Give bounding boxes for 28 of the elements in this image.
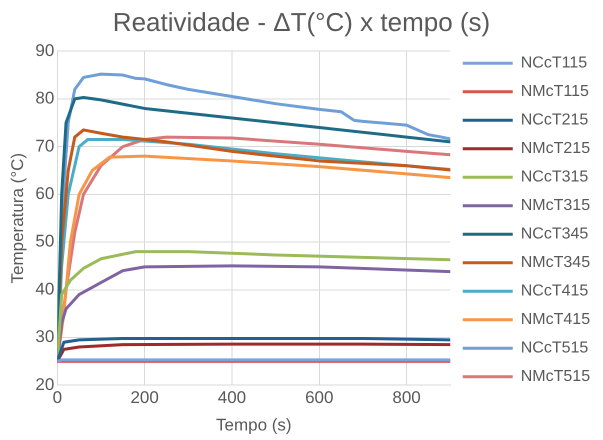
chart-title: Reatividade - ΔT(°C) x tempo (s)	[112, 6, 490, 37]
x-tick-label: 200	[130, 388, 159, 408]
legend-label: NMcT345	[520, 254, 590, 272]
y-tick-label: 50	[35, 232, 54, 251]
legend-label: NCcT345	[520, 226, 588, 243]
y-tick-label: 80	[35, 88, 54, 108]
legend-label: NMcT215	[520, 140, 590, 158]
legend-label: NCcT415	[520, 282, 588, 300]
legend-label: NCcT115	[520, 54, 588, 72]
legend-label: NCcT515	[520, 340, 588, 357]
legend-label: NCcT315	[520, 168, 588, 186]
x-tick-label: 600	[305, 388, 334, 408]
x-tick-label: 0	[52, 388, 62, 408]
y-tick-label: 30	[35, 327, 54, 346]
y-tick-label: 40	[35, 279, 54, 298]
y-tick-label: 60	[35, 184, 54, 204]
x-axis-title: Tempo (s)	[216, 415, 292, 434]
y-axis-title: Temperatura (°C)	[8, 152, 27, 284]
x-tick-label: 400	[218, 388, 246, 408]
legend-label: NCcT215	[520, 112, 588, 129]
legend-label: NMcT115	[520, 83, 590, 100]
y-tick-label: 90	[35, 40, 54, 60]
x-tick-label: 800	[392, 388, 421, 408]
y-tick-label: 20	[35, 374, 54, 394]
legend-label: NMcT515	[520, 368, 590, 386]
y-tick-label: 70	[35, 136, 54, 156]
legend-label: NMcT415	[520, 311, 590, 328]
legend-label: NMcT315	[520, 197, 590, 214]
